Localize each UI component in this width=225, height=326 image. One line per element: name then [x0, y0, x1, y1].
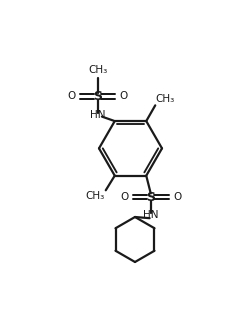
Text: CH₃: CH₃	[88, 65, 108, 75]
Text: CH₃: CH₃	[85, 191, 105, 201]
Text: CH₃: CH₃	[155, 94, 175, 104]
Text: HN: HN	[143, 211, 158, 220]
Text: O: O	[67, 91, 75, 101]
Text: O: O	[120, 192, 128, 202]
Text: O: O	[173, 192, 182, 202]
Text: HN: HN	[90, 111, 106, 121]
Text: S: S	[93, 90, 102, 103]
Text: S: S	[146, 190, 155, 203]
Text: O: O	[119, 91, 128, 101]
